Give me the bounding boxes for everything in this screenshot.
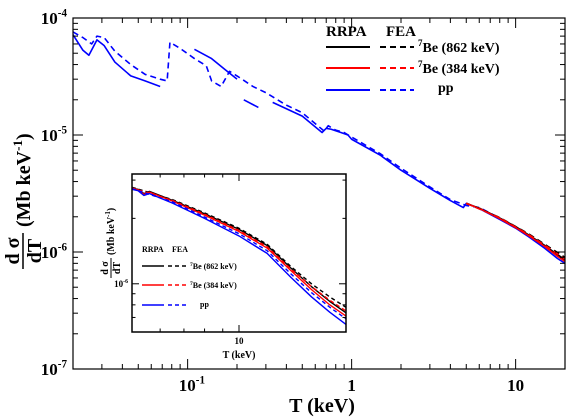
inset-y-axis-title-unit: (Mb keV-1) [104, 208, 117, 255]
inset-legend-label-pp: pp [200, 300, 209, 309]
main-y-tick-label-1: 10-6 [41, 241, 68, 262]
main-y-axis-title-numerator: d σ [2, 237, 24, 264]
main-x-tick-label-exp: -1 [196, 374, 205, 386]
main-x-tick-label-base: 10 [179, 376, 196, 395]
main-series-group [72, 31, 566, 265]
main-legend-label-be862-text: Be (862 keV) [423, 41, 500, 56]
main-legend-label-be384-sup: 7 [418, 59, 423, 69]
main-y-tick-label-0: 10-7 [41, 358, 68, 379]
main-legend-header-rrpa: RRPA [326, 24, 367, 40]
main-y-tick-label-exp: -7 [58, 358, 68, 370]
inset-legend-label-be384: 7Be (384 keV) [190, 281, 237, 290]
inset-legend-header-fea: FEA [172, 245, 188, 254]
inset-y-tick-label-0: 10-6 [114, 279, 128, 289]
main-y-axis-unit-text: (Mb keV [13, 150, 35, 227]
inset-legend-label-be862-text: Be (862 keV) [193, 262, 237, 271]
main-x-tick-label-0: 10-1 [179, 374, 205, 395]
inset-y-axis-title-numerator: d σ [100, 261, 111, 275]
main-x-tick-label-base: 10 [507, 376, 524, 395]
inset-series-2-segment-0 [131, 187, 347, 317]
main-y-tick-label-base: 10 [41, 9, 58, 28]
inset-y-axis-unit-text: (Mb keV [106, 216, 117, 255]
inset-y-tick-label-exp: -6 [123, 279, 128, 285]
inset-series-4-segment-0 [131, 188, 347, 326]
inset-series-group [131, 186, 347, 326]
inset-legend-label-be862: 7Be (862 keV) [190, 262, 237, 271]
main-x-tick-label-1: 1 [347, 376, 356, 395]
main-series-1-segment-0 [72, 31, 566, 261]
main-series-5-segment-0 [465, 202, 566, 260]
inset-legend: RRPA FEA 7Be (862 keV) 7Be (384 keV) pp [142, 245, 237, 309]
main-x-tick-label-base: 1 [347, 376, 356, 395]
main-y-axis-title-denominator: dT [24, 238, 46, 263]
inset-y-axis-unit-exponent: -1 [104, 211, 112, 217]
main-series-0-segment-0 [72, 34, 161, 88]
main-y-tick-label-exp: -6 [58, 241, 68, 253]
inset-legend-label-be862-sup: 7 [190, 262, 193, 268]
main-legend: RRPA FEA 7Be (862 keV) 7Be (384 keV) pp [326, 24, 500, 96]
inset-y-axis-title-denominator: dT [112, 262, 123, 275]
inset-legend-header-rrpa: RRPA [142, 245, 164, 254]
inset-x-tick-label-0: 10 [235, 336, 245, 346]
main-y-axis-unit-exponent: -1 [10, 140, 25, 151]
main-legend-label-be862-sup: 7 [418, 38, 423, 48]
inset-y-tick-label-base: 10 [114, 279, 124, 289]
main-y-tick-label-base: 10 [41, 243, 58, 262]
inset-y-axis-title: d σ dT (Mb keV-1) [100, 208, 123, 278]
main-y-tick-label-2: 10-5 [41, 124, 68, 145]
main-legend-label-pp: pp [438, 81, 454, 96]
main-y-axis-title: d σ dT (Mb keV-1) [2, 133, 46, 269]
main-y-tick-label-exp: -4 [58, 7, 68, 19]
inset-x-tick-label-base: 10 [235, 336, 245, 346]
main-legend-label-be862: 7Be (862 keV) [418, 38, 500, 56]
main-x-axis-title: T (keV) [289, 395, 355, 417]
main-x-tick-label-2: 10 [507, 376, 524, 395]
main-legend-label-be384: 7Be (384 keV) [418, 59, 500, 77]
main-y-axis-title-unit: (Mb keV-1) [10, 133, 35, 227]
main-plot-frame [72, 17, 566, 370]
main-y-tick-label-base: 10 [41, 360, 58, 379]
inset-series-3-segment-0 [131, 187, 347, 312]
inset-series-5-segment-0 [131, 187, 347, 320]
main-series-0-segment-2 [243, 99, 259, 109]
inset-x-axis-title: T (keV) [223, 350, 256, 361]
inset-y-axis-unit-close: ) [106, 208, 117, 211]
inset-legend-label-be384-sup: 7 [190, 281, 193, 287]
main-series-0-segment-1 [194, 48, 238, 80]
main-legend-header-fea: FEA [386, 24, 416, 40]
main-legend-label-be384-text: Be (384 keV) [423, 62, 500, 77]
main-y-tick-label-base: 10 [41, 126, 58, 145]
main-y-tick-label-3: 10-4 [41, 7, 68, 28]
main-y-tick-label-exp: -5 [58, 124, 68, 136]
main-y-axis-unit-close: ) [13, 133, 35, 140]
inset-series-1-segment-0 [131, 186, 347, 308]
inset-legend-label-be384-text: Be (384 keV) [193, 281, 237, 290]
